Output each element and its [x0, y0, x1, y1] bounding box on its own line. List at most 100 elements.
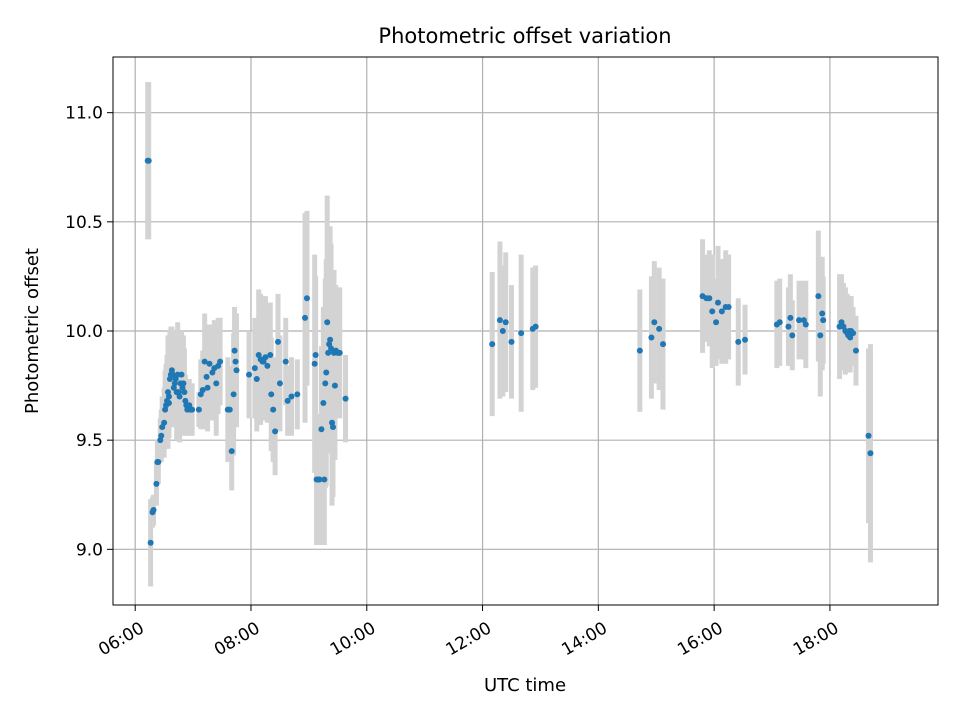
- data-point: [785, 323, 792, 330]
- data-point: [155, 458, 162, 465]
- x-axis-title: UTC time: [484, 675, 566, 696]
- data-point: [850, 330, 857, 337]
- data-point: [206, 360, 213, 367]
- data-point: [246, 371, 253, 378]
- data-point: [819, 310, 826, 317]
- data-point: [776, 319, 783, 326]
- data-point: [158, 432, 165, 439]
- data-point: [232, 358, 239, 365]
- data-point: [496, 317, 503, 324]
- data-point: [342, 395, 349, 402]
- data-point: [204, 384, 211, 391]
- data-point: [820, 317, 827, 324]
- data-point: [264, 362, 271, 369]
- data-point: [330, 424, 336, 431]
- data-point: [178, 371, 185, 378]
- y-tick-label: 10.0: [65, 322, 103, 342]
- data-point: [715, 299, 721, 306]
- data-point: [199, 386, 206, 393]
- data-point: [325, 349, 332, 356]
- data-point: [262, 354, 269, 361]
- y-axis-title: Photometric offset: [22, 248, 43, 414]
- data-point: [165, 393, 172, 400]
- data-point: [742, 336, 749, 343]
- data-point: [251, 365, 258, 372]
- data-point: [217, 358, 224, 365]
- data-point: [508, 338, 515, 345]
- data-point: [817, 332, 824, 339]
- data-point: [847, 334, 854, 341]
- data-point: [796, 317, 803, 324]
- data-point: [253, 376, 260, 383]
- data-point: [180, 380, 187, 387]
- data-point: [718, 308, 725, 315]
- data-point: [276, 380, 283, 387]
- data-point: [201, 358, 208, 365]
- data-point: [275, 338, 281, 345]
- data-point: [648, 334, 655, 341]
- data-point: [651, 319, 658, 326]
- y-tick-label: 9.5: [76, 431, 103, 451]
- data-point: [532, 323, 539, 330]
- data-point: [203, 373, 210, 380]
- x-tick-label: 12:00: [443, 618, 495, 660]
- data-point: [150, 507, 157, 514]
- data-point: [284, 397, 291, 404]
- x-tick-label: 10:00: [327, 618, 379, 660]
- point-layer: [144, 157, 874, 546]
- data-point: [518, 330, 525, 337]
- data-point: [303, 295, 310, 302]
- data-point: [316, 476, 323, 483]
- data-point: [169, 371, 176, 378]
- data-point: [228, 448, 235, 455]
- y-tick-label: 10.5: [65, 213, 103, 233]
- data-point: [181, 389, 188, 396]
- data-point: [489, 341, 496, 348]
- x-tick-label: 14:00: [558, 618, 610, 660]
- data-point: [636, 347, 643, 354]
- data-point: [336, 349, 343, 356]
- data-point: [323, 369, 330, 376]
- data-point: [660, 341, 666, 348]
- data-point: [294, 391, 301, 398]
- data-point: [176, 393, 183, 400]
- data-point: [231, 347, 238, 354]
- data-point: [288, 393, 295, 400]
- data-point: [226, 406, 233, 413]
- data-point: [230, 391, 237, 398]
- data-point: [725, 303, 732, 310]
- data-point: [161, 419, 168, 426]
- data-point: [145, 157, 152, 164]
- data-point: [270, 406, 277, 413]
- data-point: [322, 380, 329, 387]
- data-point: [713, 319, 720, 326]
- data-point: [165, 400, 172, 407]
- data-point: [302, 314, 309, 321]
- y-tick-label: 9.0: [76, 540, 103, 560]
- chart-title: Photometric offset variation: [378, 24, 671, 48]
- data-point: [268, 391, 275, 398]
- data-point: [865, 432, 872, 439]
- data-point: [852, 347, 859, 354]
- data-point: [312, 352, 319, 359]
- data-point: [320, 400, 327, 407]
- data-point: [213, 380, 220, 387]
- x-tick-label: 16:00: [674, 618, 726, 660]
- data-point: [324, 319, 331, 326]
- x-tick-label: 18:00: [790, 618, 842, 660]
- data-point: [147, 539, 154, 546]
- data-point: [706, 295, 713, 302]
- x-tick-label: 08:00: [211, 618, 263, 660]
- data-point: [331, 382, 338, 389]
- y-tick-label: 11.0: [65, 104, 103, 124]
- data-point: [735, 338, 742, 345]
- data-point: [321, 476, 328, 483]
- data-point: [328, 345, 335, 352]
- data-point: [318, 426, 325, 433]
- data-point: [502, 319, 509, 326]
- data-point: [189, 406, 196, 413]
- data-point: [787, 314, 794, 321]
- data-point: [272, 428, 279, 435]
